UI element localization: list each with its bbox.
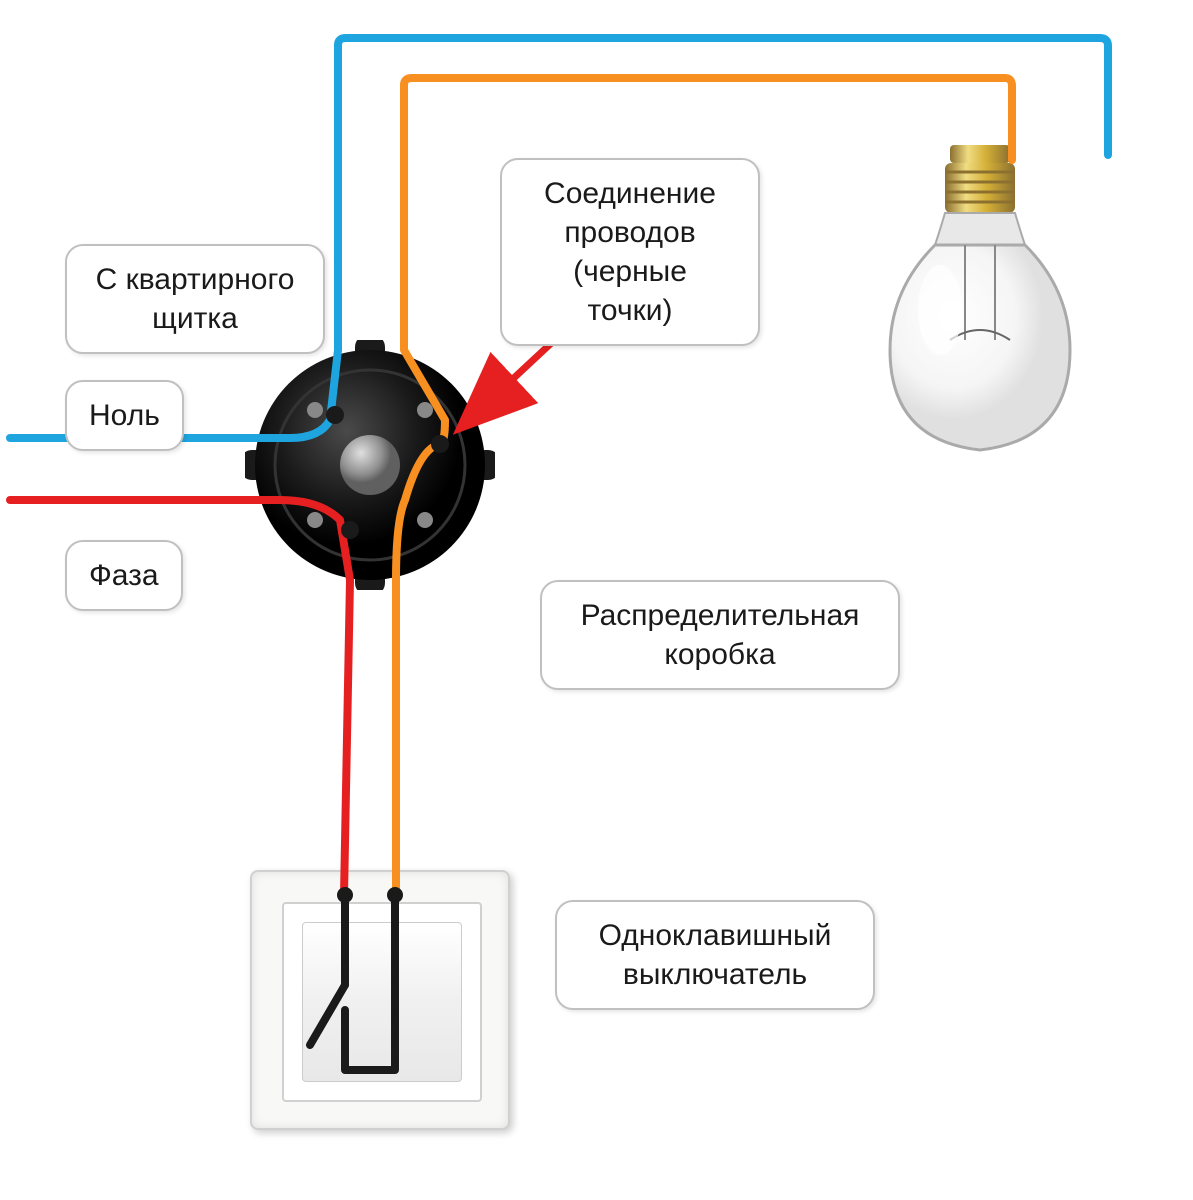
label-switch: Одноклавишныйвыключатель [555,900,875,1010]
label-junction-box: Распределительнаякоробка [540,580,900,690]
label-text: Одноклавишныйвыключатель [599,919,832,991]
label-from-panel: С квартирногощитка [65,244,325,354]
light-bulb-icon [870,140,1090,460]
label-text: С квартирногощитка [96,263,295,335]
label-connections: Соединениепроводов(черныеточки) [500,158,760,346]
label-neutral: Ноль [65,380,184,451]
label-phase: Фаза [65,540,183,611]
label-text: Ноль [89,399,160,432]
junction-box [245,340,495,590]
label-text: Распределительнаякоробка [581,599,860,671]
light-switch [250,870,510,1130]
label-text: Соединениепроводов(черныеточки) [544,177,716,327]
label-text: Фаза [89,559,159,592]
